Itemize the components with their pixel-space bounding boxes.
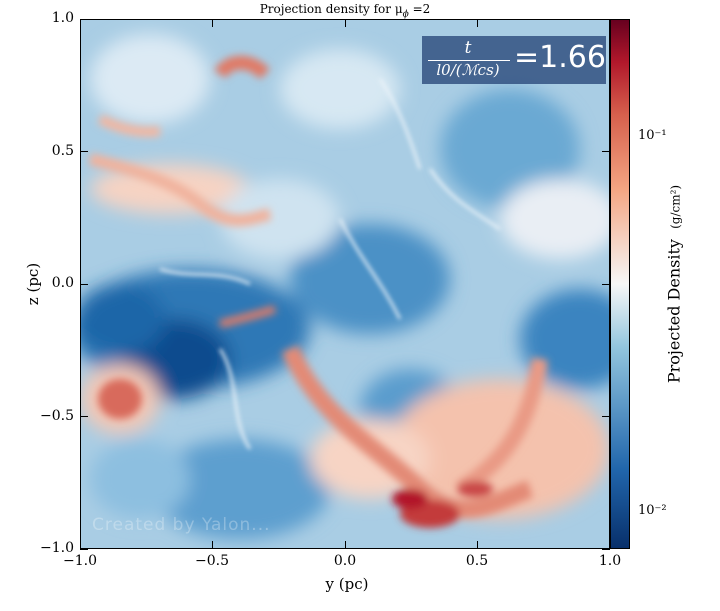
x-tick-mark	[609, 541, 611, 549]
time-numerator: t	[464, 38, 472, 58]
x-tick: −1.0	[63, 553, 97, 569]
y-tick-mark	[80, 548, 88, 550]
y-tick: 0.5	[51, 143, 74, 159]
y-tick-mark	[80, 150, 88, 152]
x-tick-mark	[476, 19, 478, 27]
x-tick-mark	[609, 19, 611, 27]
colorbar-label: Projected Density (g/cm²)	[664, 184, 684, 384]
x-axis-label: y (pc)	[325, 575, 369, 593]
time-denominator: l0/(ℳcs)	[436, 61, 500, 79]
x-tick-mark	[79, 541, 81, 549]
x-tick-mark	[211, 19, 213, 27]
y-tick-mark	[80, 283, 88, 285]
x-tick-mark	[344, 19, 346, 27]
x-tick: 0.5	[465, 553, 489, 569]
y-tick: −1.0	[40, 540, 74, 556]
x-tick-mark	[476, 541, 478, 549]
y-tick-mark	[602, 18, 610, 20]
x-tick-mark	[79, 19, 81, 27]
colorbar-tick: 10⁻²	[638, 503, 667, 518]
watermark: Created by Yalon...	[92, 515, 271, 535]
y-tick-mark	[602, 415, 610, 417]
plot-title: Projection density for μϕ =2	[259, 2, 431, 20]
y-tick-mark	[602, 150, 610, 152]
y-tick-mark	[80, 18, 88, 20]
fraction-bar	[428, 60, 510, 61]
y-tick: 1.0	[51, 10, 74, 26]
y-axis-label: z (pc)	[24, 262, 42, 306]
x-tick-mark	[211, 541, 213, 549]
x-tick-mark	[344, 541, 346, 549]
colorbar	[610, 19, 630, 549]
time-value: =1.66	[514, 40, 606, 75]
y-tick-mark	[80, 415, 88, 417]
y-tick: 0.0	[51, 275, 74, 291]
colorbar-tick: 10⁻¹	[638, 128, 667, 143]
time-stamp-box: t l0/(ℳcs) =1.66	[422, 36, 606, 84]
y-tick: −0.5	[40, 408, 74, 424]
x-tick: −0.5	[195, 553, 229, 569]
y-tick-mark	[602, 548, 610, 550]
density-map	[80, 19, 610, 549]
x-tick: 1.0	[598, 553, 622, 569]
x-tick: 0.0	[333, 553, 357, 569]
y-tick-mark	[602, 283, 610, 285]
